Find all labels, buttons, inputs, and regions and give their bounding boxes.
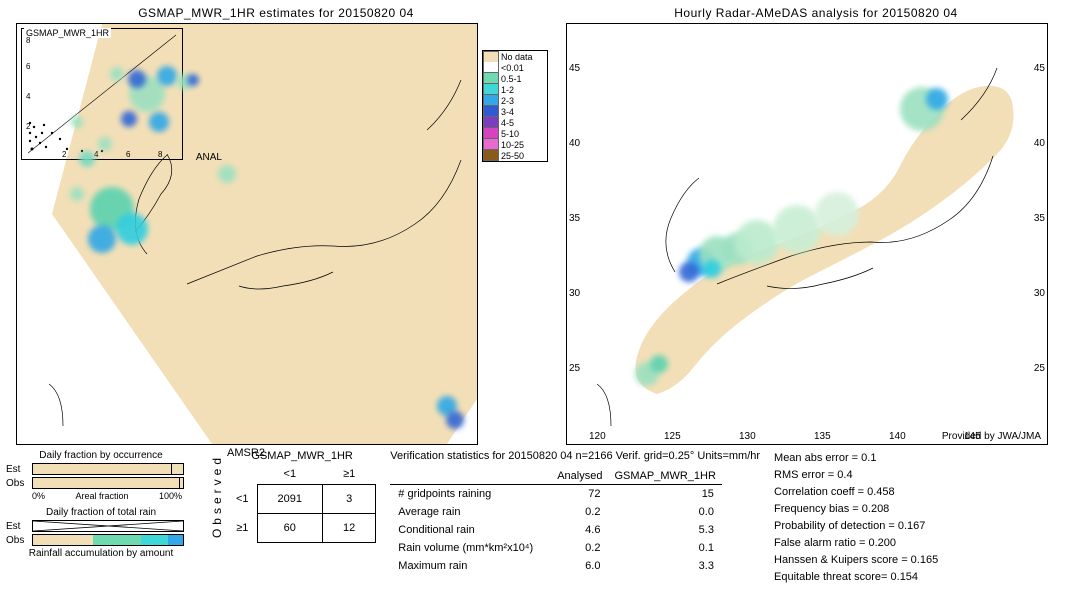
rain-stats-table: AnalysedGSMAP_MWR_1HR # gridpoints raini… <box>390 468 722 575</box>
right-map-title: Hourly Radar-AMeDAS analysis for 2015082… <box>566 6 1066 20</box>
svg-text:2: 2 <box>62 150 67 159</box>
contingency-block: Observed GSMAP_MWR_1HR <1≥1 <120913 ≥160… <box>210 450 376 543</box>
svg-text:2: 2 <box>26 122 31 131</box>
est-bar <box>32 463 184 475</box>
ct-side-label: Observed <box>210 454 224 538</box>
est-label: Est <box>6 464 28 475</box>
svg-text:4: 4 <box>26 92 31 101</box>
left-map-footer: AMSR2 <box>16 447 476 459</box>
svg-text:8: 8 <box>26 36 31 45</box>
total-title: Daily fraction of total rain <box>6 507 196 518</box>
obs-acc-bar <box>32 534 184 546</box>
right-provided: Provided by JWA/JMA <box>942 431 1041 442</box>
svg-text:6: 6 <box>26 62 31 71</box>
anal-label: ANAL <box>196 152 222 163</box>
scores-block: Mean abs error = 0.1RMS error = 0.4Corre… <box>774 450 938 586</box>
obs-bar <box>32 477 184 489</box>
right-map-box: Provided by JWA/JMA 12012513013514014525… <box>566 23 1048 445</box>
est-label2: Est <box>6 521 28 532</box>
areal-axis: 0%Areal fraction100% <box>32 491 182 501</box>
est-total-bar <box>32 520 184 532</box>
left-map-title: GSMAP_MWR_1HR estimates for 20150820 04 <box>6 6 546 20</box>
left-map-panel: GSMAP_MWR_1HR estimates for 20150820 04 … <box>6 6 546 446</box>
left-map-box: GSMAP_MWR_1HR 24 68 24 68 ANAL <box>16 23 478 445</box>
colorbar-legend: No data<0.010.5-11-22-33-44-55-1010-2525… <box>482 50 548 162</box>
bottom-row: Daily fraction by occurrence Est Obs 0%A… <box>6 450 1074 586</box>
obs-label2: Obs <box>6 535 28 546</box>
top-row: GSMAP_MWR_1HR estimates for 20150820 04 … <box>6 6 1074 446</box>
right-map-panel: Hourly Radar-AMeDAS analysis for 2015082… <box>566 6 1066 446</box>
svg-text:6: 6 <box>126 150 131 159</box>
svg-text:8: 8 <box>158 150 163 159</box>
contingency-table: <1≥1 <120913 ≥16012 <box>228 464 376 543</box>
fraction-bars: Daily fraction by occurrence Est Obs 0%A… <box>6 450 196 559</box>
obs-label: Obs <box>6 478 28 489</box>
rain-stats-block: Verification statistics for 20150820 04 … <box>390 450 760 575</box>
acc-title: Rainfall accumulation by amount <box>6 548 196 559</box>
